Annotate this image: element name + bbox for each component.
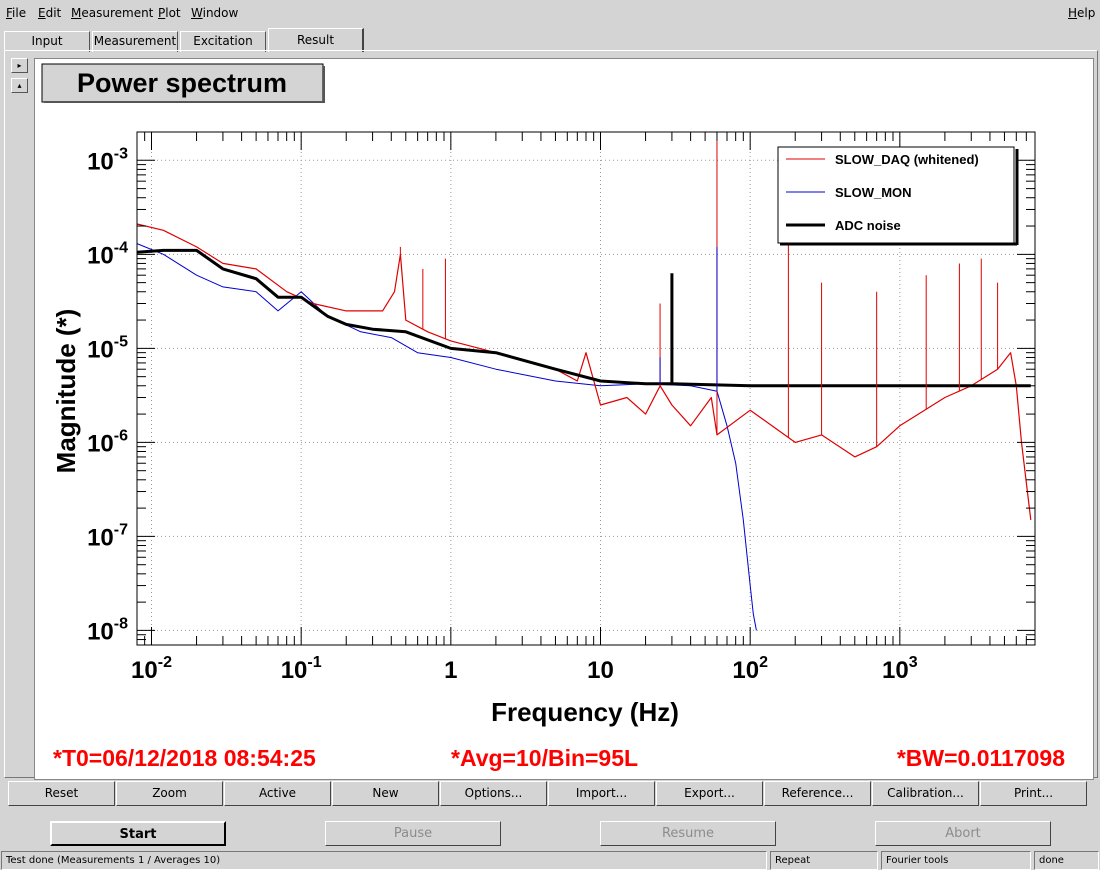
panel-collapse-arrow-icon[interactable]: ▴ bbox=[11, 78, 28, 93]
y-tick-label: 10-3 bbox=[87, 145, 128, 175]
x-axis-label: Frequency (Hz) bbox=[491, 697, 679, 727]
menu-measurement-label: easurement bbox=[81, 6, 154, 20]
tab-input[interactable]: Input bbox=[4, 31, 90, 52]
plot-canvas[interactable]: Power spectrum 10-2 10-1 1 10 102 103 10-3 10-… bbox=[34, 58, 1094, 780]
grid bbox=[137, 132, 1035, 645]
status-tool: Fourier tools bbox=[881, 851, 1031, 870]
footer-bw: *BW=0.0117098 bbox=[897, 745, 1065, 771]
print-button[interactable]: Print... bbox=[980, 781, 1087, 806]
calibration-button[interactable]: Calibration... bbox=[872, 781, 979, 806]
resume-button[interactable]: Resume bbox=[600, 821, 776, 846]
series-layer bbox=[136, 141, 1032, 631]
status-bar: Test done (Measurements 1 / Averages 10)… bbox=[0, 851, 1100, 870]
run-control-row: Start Pause Resume Abort bbox=[0, 821, 1100, 847]
menu-file-accel: F bbox=[6, 6, 13, 20]
panel-expand-arrow-icon[interactable]: ▸ bbox=[11, 58, 28, 73]
menu-file-label: ile bbox=[12, 6, 27, 20]
y-tick-label: 10-6 bbox=[87, 427, 128, 457]
tab-measurement[interactable]: Measurement bbox=[92, 31, 178, 52]
x-tick-label: 1 bbox=[444, 657, 457, 684]
active-button[interactable]: Active bbox=[224, 781, 331, 806]
menu-edit[interactable]: Edit bbox=[38, 6, 61, 20]
footer-avg: *Avg=10/Bin=95L bbox=[451, 745, 638, 771]
plot-title-box bbox=[41, 63, 324, 103]
abort-button[interactable]: Abort bbox=[875, 821, 1051, 846]
x-tick-label: 10 bbox=[587, 657, 614, 684]
plot-button-row: Reset Zoom Active New Options... Import.… bbox=[8, 781, 1088, 807]
menu-help[interactable]: Help bbox=[1068, 6, 1095, 20]
menu-edit-label: dit bbox=[45, 6, 62, 20]
menu-file[interactable]: File bbox=[6, 6, 26, 20]
menu-plot-label: lot bbox=[165, 6, 181, 20]
menu-plot-accel: P bbox=[158, 6, 166, 20]
menu-edit-accel: E bbox=[38, 6, 46, 20]
options-button[interactable]: Options... bbox=[440, 781, 547, 806]
menu-window-accel: W bbox=[191, 6, 203, 20]
export-button[interactable]: Export... bbox=[656, 781, 763, 806]
legend-label-adc: ADC noise bbox=[835, 218, 901, 233]
legend-label-daq: SLOW_DAQ (whitened) bbox=[835, 152, 979, 167]
y-tick-labels: 10-3 10-4 10-5 10-6 10-7 10-8 bbox=[87, 145, 128, 645]
y-tick-label: 10-8 bbox=[87, 615, 128, 645]
start-button[interactable]: Start bbox=[50, 821, 226, 846]
power-spectrum-plot[interactable]: Power spectrum 10-2 10-1 1 10 102 103 10-310-… bbox=[35, 59, 1093, 779]
axis-ticks bbox=[136, 131, 1036, 646]
new-button[interactable]: New bbox=[332, 781, 439, 806]
menu-window-label: indow bbox=[202, 6, 239, 20]
menu-help-accel: H bbox=[1068, 6, 1078, 20]
status-state: done bbox=[1034, 851, 1099, 870]
menu-measurement-accel: M bbox=[71, 6, 82, 20]
status-mode: Repeat bbox=[770, 851, 878, 870]
tab-excitation[interactable]: Excitation bbox=[180, 31, 266, 52]
status-message: Test done (Measurements 1 / Averages 10) bbox=[1, 851, 767, 870]
tab-result[interactable]: Result bbox=[268, 28, 364, 52]
legend: SLOW_DAQ (whitened) SLOW_MON ADC noise bbox=[777, 146, 1019, 246]
x-tick-label: 102 bbox=[732, 654, 768, 684]
zoom-button[interactable]: Zoom bbox=[116, 781, 223, 806]
series-line-adc-noise bbox=[136, 248, 1031, 388]
x-tick-labels: 10-2 10-1 1 10 102 103 bbox=[131, 654, 918, 684]
menu-measurement[interactable]: Measurement bbox=[71, 6, 153, 20]
tab-bar: Input Measurement Excitation Result bbox=[0, 28, 1100, 52]
plot-title: Power spectrum bbox=[77, 68, 287, 98]
menu-help-label: elp bbox=[1077, 6, 1096, 20]
series-line-slow-daq bbox=[136, 223, 1032, 520]
footer-t0: *T0=06/12/2018 08:54:25 bbox=[53, 745, 316, 771]
menu-plot[interactable]: Plot bbox=[158, 6, 181, 20]
menu-bar: File Edit Measurement Plot Window Help bbox=[0, 0, 1100, 26]
reset-button[interactable]: Reset bbox=[8, 781, 115, 806]
import-button[interactable]: Import... bbox=[548, 781, 655, 806]
legend-label-mon: SLOW_MON bbox=[835, 185, 912, 200]
x-tick-label: 10-2 bbox=[131, 654, 172, 684]
y-axis-label: Magnitude (*) bbox=[51, 309, 81, 474]
y-tick-label: 10-4 bbox=[87, 239, 128, 269]
y-tick-label: 10-7 bbox=[87, 521, 128, 551]
series-line-slow-mon bbox=[136, 243, 757, 631]
menu-window[interactable]: Window bbox=[191, 6, 238, 20]
y-tick-label: 10-5 bbox=[87, 333, 128, 363]
x-tick-label: 103 bbox=[882, 654, 918, 684]
x-tick-label: 10-1 bbox=[281, 654, 322, 684]
reference-button[interactable]: Reference... bbox=[764, 781, 871, 806]
pause-button[interactable]: Pause bbox=[325, 821, 501, 846]
